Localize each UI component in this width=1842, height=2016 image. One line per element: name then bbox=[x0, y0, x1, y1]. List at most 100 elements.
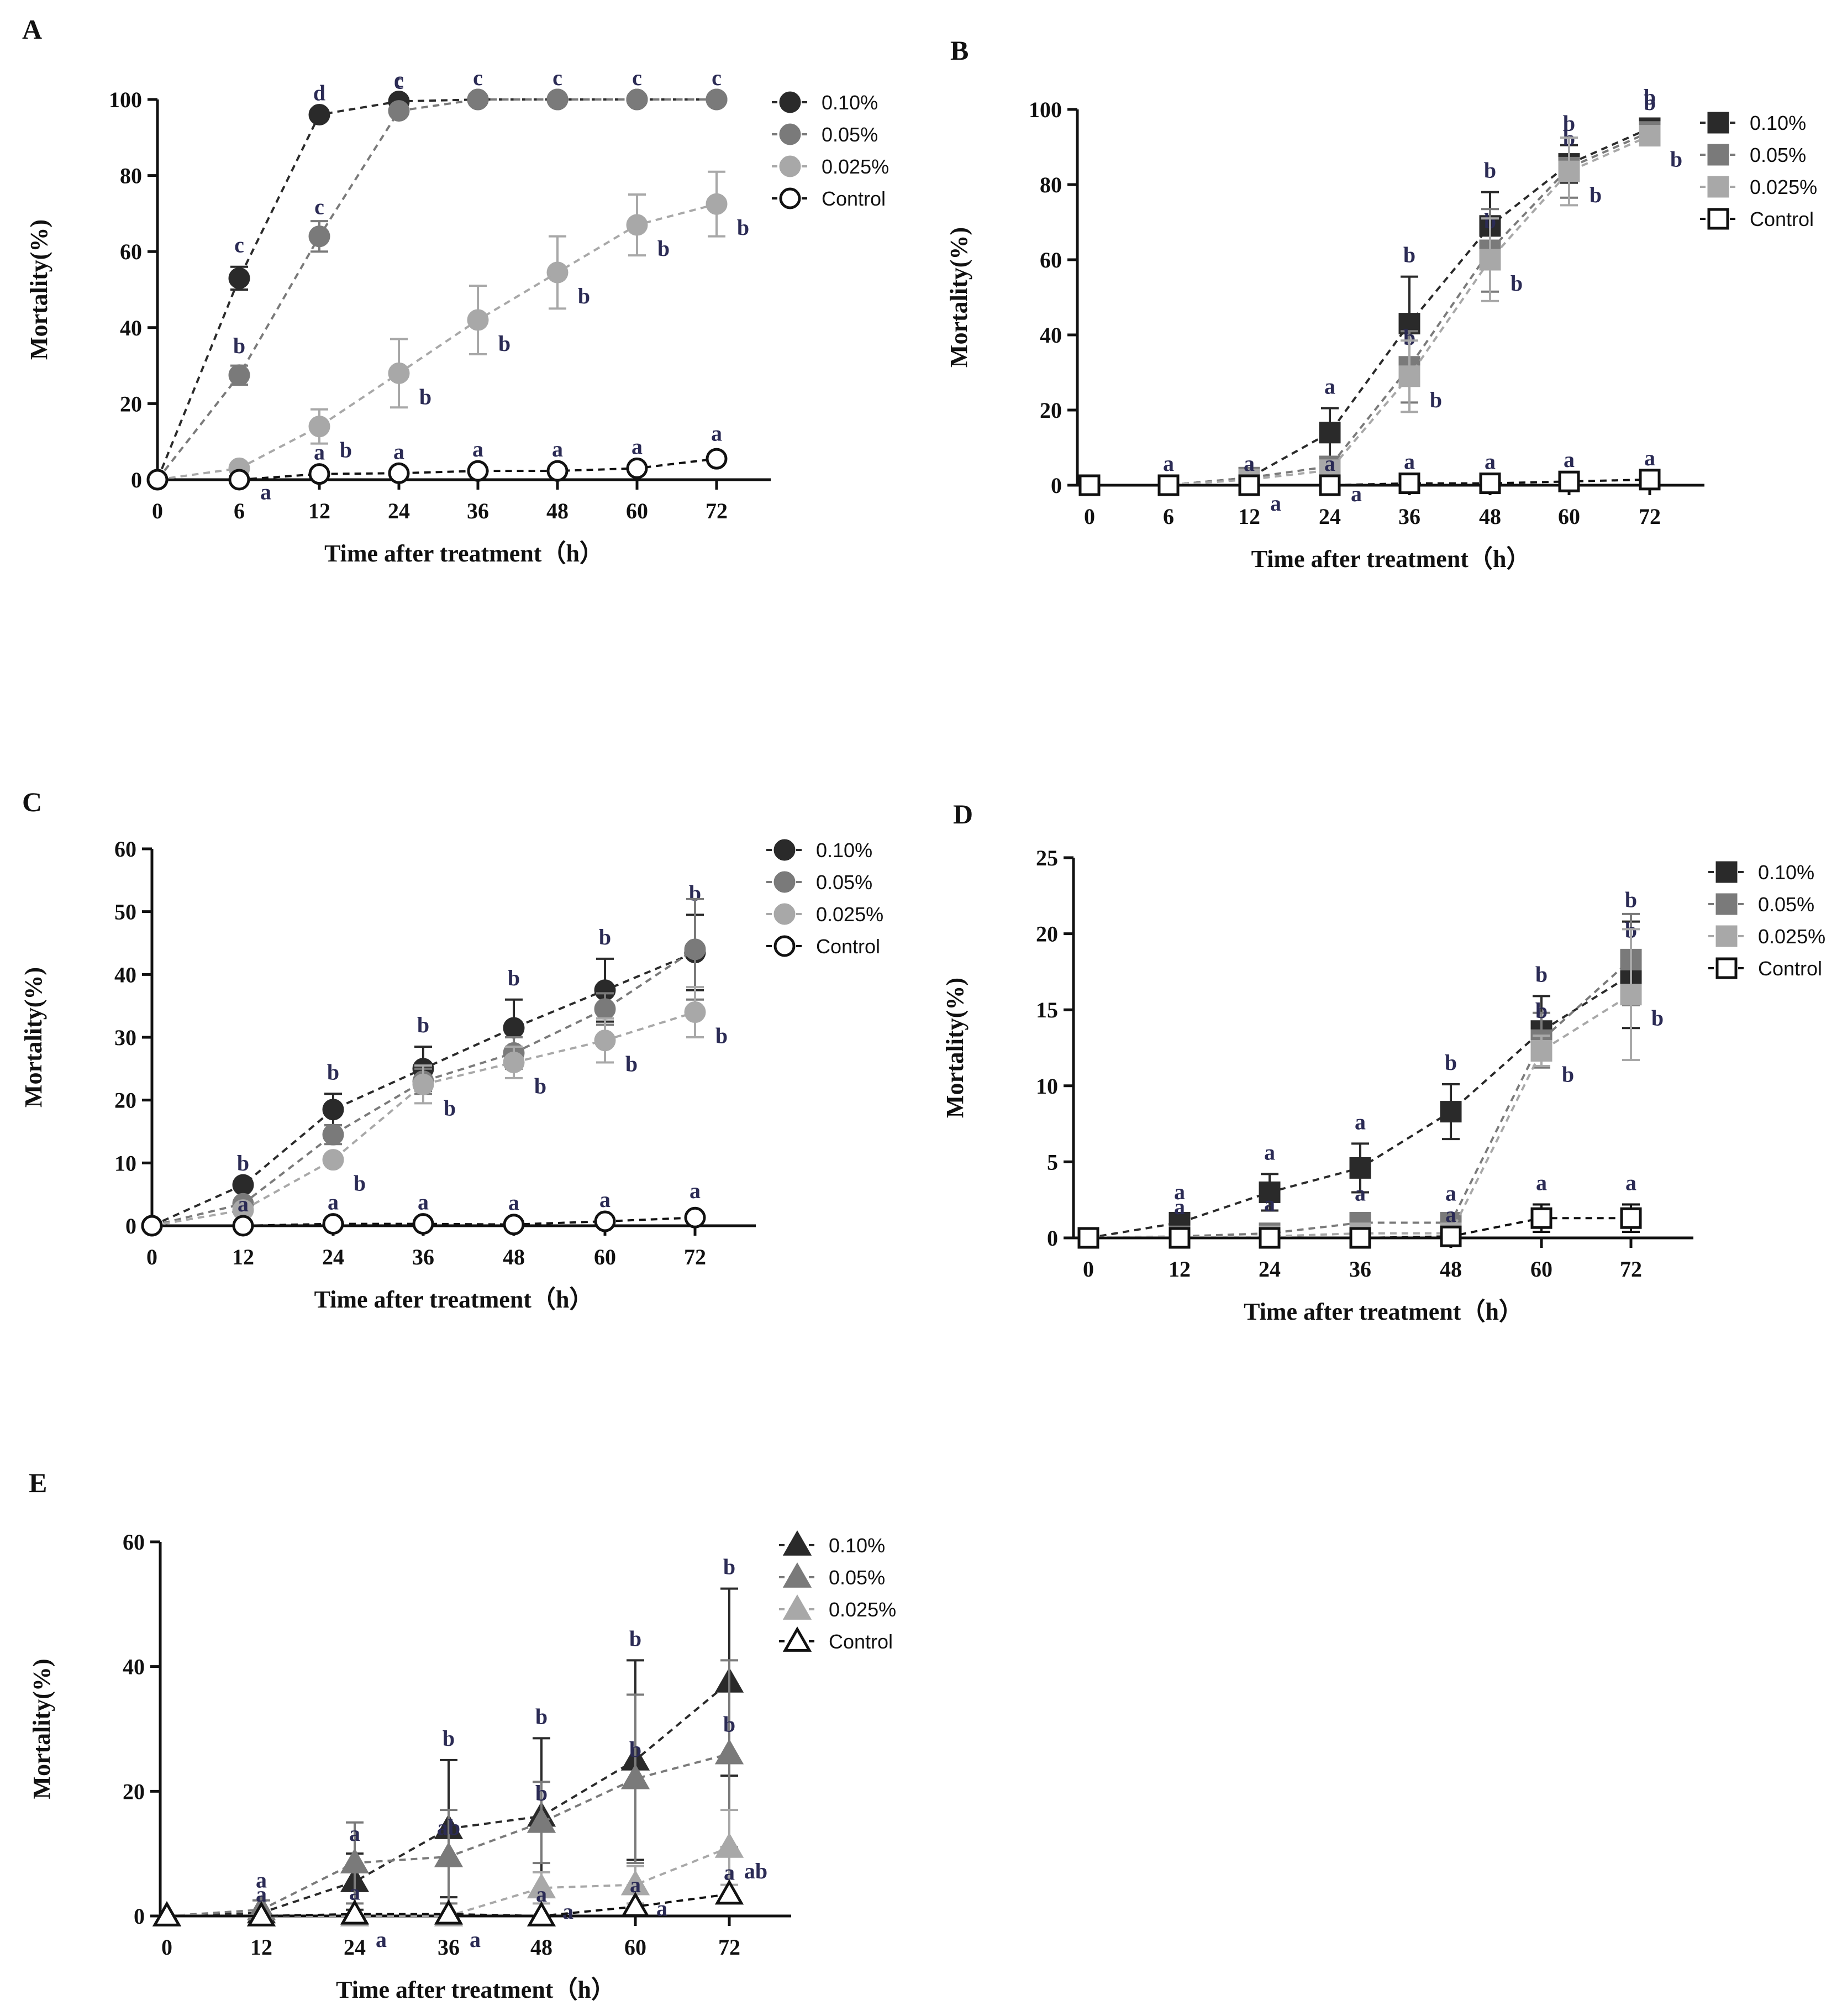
significance-label: b bbox=[237, 1151, 249, 1175]
y-tick-label: 10 bbox=[114, 1151, 136, 1175]
x-tick-label: 36 bbox=[412, 1245, 434, 1269]
data-point bbox=[1558, 160, 1580, 182]
x-tick-label: 48 bbox=[546, 498, 569, 523]
panel-letter: E bbox=[29, 1467, 47, 1498]
significance-label: a bbox=[562, 1899, 573, 1924]
significance-label: a bbox=[1355, 1180, 1366, 1205]
legend-marker bbox=[779, 155, 801, 177]
significance-label: b bbox=[657, 236, 670, 261]
significance-label: b bbox=[1535, 998, 1548, 1023]
legend-label: Control bbox=[822, 187, 886, 210]
significance-label: b bbox=[1511, 271, 1523, 296]
significance-label: b bbox=[723, 1712, 735, 1737]
legend-label: 0.10% bbox=[1750, 112, 1806, 134]
series-line bbox=[157, 203, 717, 481]
data-point bbox=[1349, 1227, 1371, 1249]
data-point bbox=[1238, 474, 1260, 496]
series-0-10-: c d c c c c c bbox=[146, 65, 728, 491]
data-point bbox=[228, 267, 250, 289]
significance-label: a bbox=[349, 1821, 360, 1846]
legend-marker bbox=[779, 187, 801, 209]
x-tick-label: 24 bbox=[1259, 1257, 1281, 1282]
data-point bbox=[141, 1215, 163, 1237]
data-point bbox=[620, 1763, 650, 1789]
data-point bbox=[308, 225, 330, 248]
x-tick-label: 48 bbox=[1479, 504, 1501, 529]
x-tick-label: 60 bbox=[1530, 1257, 1552, 1282]
significance-label: b bbox=[1563, 111, 1575, 136]
significance-label: a bbox=[256, 1882, 267, 1907]
data-point bbox=[626, 457, 648, 479]
significance-label: a bbox=[1351, 481, 1362, 506]
data-point bbox=[228, 364, 250, 386]
x-axis-title: Time after treatment（h） bbox=[1251, 545, 1531, 573]
legend-label: 0.05% bbox=[829, 1566, 885, 1589]
significance-label: a bbox=[631, 434, 643, 459]
series-control: a a a bbox=[1077, 1170, 1642, 1249]
data-point bbox=[1169, 1227, 1191, 1249]
data-point bbox=[626, 214, 648, 236]
legend-label: 0.10% bbox=[822, 91, 878, 114]
y-tick-label: 20 bbox=[120, 391, 142, 416]
y-axis-title: Mortality(%) bbox=[25, 219, 52, 360]
x-tick-label: 0 bbox=[146, 1245, 157, 1269]
x-tick-label: 0 bbox=[161, 1935, 172, 1960]
x-tick-label: 60 bbox=[624, 1935, 646, 1960]
data-point bbox=[1440, 1225, 1462, 1247]
x-axis-title: Time after treatment（h） bbox=[314, 1286, 594, 1313]
y-tick-label: 100 bbox=[109, 87, 142, 112]
legend: 0.10% 0.05% 0.025% Control bbox=[779, 1530, 896, 1653]
legend-marker bbox=[1715, 893, 1738, 915]
x-tick-label: 24 bbox=[388, 498, 410, 523]
series-line bbox=[1090, 134, 1650, 486]
data-point bbox=[714, 1879, 744, 1905]
x-tick-label: 6 bbox=[234, 498, 245, 523]
x-tick-label: 12 bbox=[1238, 504, 1260, 529]
data-point bbox=[626, 88, 648, 111]
significance-label: a bbox=[418, 1190, 429, 1215]
data-point bbox=[684, 1001, 706, 1023]
significance-label: a bbox=[1355, 1109, 1366, 1134]
panel-letter: A bbox=[22, 14, 42, 45]
significance-label: a bbox=[470, 1927, 481, 1952]
legend-label: 0.10% bbox=[816, 839, 872, 862]
x-tick-label: 12 bbox=[1169, 1257, 1191, 1282]
data-point bbox=[1349, 1157, 1371, 1179]
data-point bbox=[1558, 470, 1580, 492]
significance-label: b bbox=[1484, 158, 1496, 183]
significance-label: a bbox=[1404, 449, 1415, 474]
y-tick-label: 40 bbox=[1040, 323, 1062, 348]
significance-label: a bbox=[1625, 1170, 1636, 1195]
x-tick-label: 60 bbox=[594, 1245, 616, 1269]
x-tick-label: 24 bbox=[322, 1245, 344, 1269]
significance-label: b bbox=[1403, 325, 1415, 350]
x-tick-label: 48 bbox=[1440, 1257, 1462, 1282]
significance-label: b bbox=[1625, 888, 1637, 912]
y-tick-label: 30 bbox=[114, 1025, 136, 1050]
legend-marker bbox=[773, 935, 796, 957]
y-tick-label: 60 bbox=[123, 1530, 145, 1555]
significance-label: b bbox=[1562, 1062, 1574, 1087]
data-point bbox=[620, 1892, 650, 1917]
significance-label: b bbox=[629, 1626, 641, 1651]
significance-label: c bbox=[234, 233, 244, 258]
series-0-025-: b b b b b bbox=[141, 986, 728, 1237]
x-axis-title: Time after treatment（h） bbox=[324, 540, 604, 567]
significance-label: a bbox=[1174, 1194, 1185, 1219]
y-tick-label: 60 bbox=[120, 239, 142, 264]
legend-marker bbox=[773, 903, 796, 925]
significance-label: a bbox=[1445, 1202, 1456, 1227]
significance-label: c bbox=[394, 67, 404, 92]
significance-label: b bbox=[535, 1704, 548, 1729]
chart-panel-b: B 0 20 40 60 80 100 0 6 12 24 36 48 60 72 Time after tr… bbox=[945, 35, 1817, 573]
x-tick-label: 12 bbox=[308, 498, 330, 523]
data-point bbox=[684, 938, 706, 960]
data-point bbox=[308, 104, 330, 126]
x-tick-label: 36 bbox=[438, 1935, 460, 1960]
significance-label: a bbox=[656, 1896, 667, 1921]
significance-label: a bbox=[1244, 451, 1255, 476]
y-tick-label: 25 bbox=[1036, 846, 1058, 870]
legend-label: 0.025% bbox=[1758, 925, 1825, 948]
